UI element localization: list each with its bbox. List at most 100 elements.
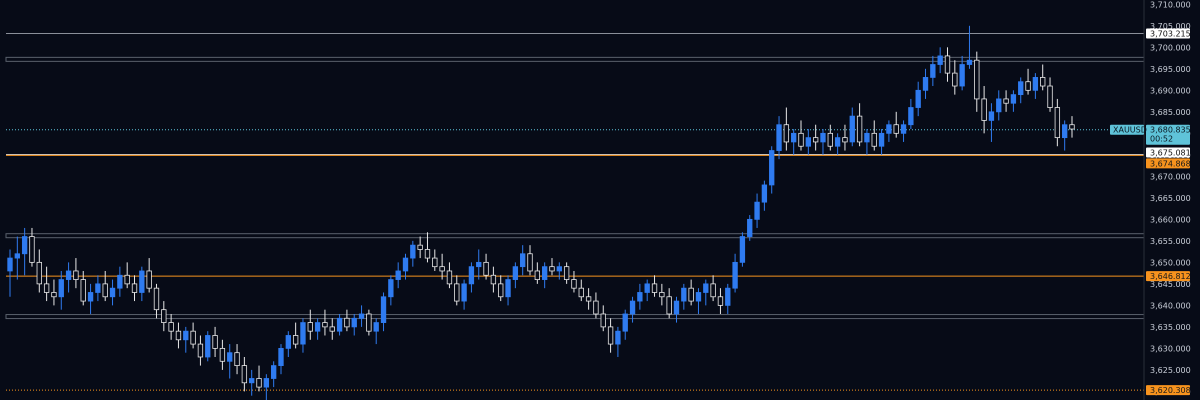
candle-body bbox=[153, 287, 160, 311]
price-tag-label: 3,674.868 bbox=[1150, 159, 1191, 168]
level-band bbox=[5, 314, 1145, 320]
y-tick-label: 3,685.000 bbox=[1150, 108, 1191, 117]
candle bbox=[798, 120, 804, 151]
candle-body bbox=[109, 287, 116, 298]
candle bbox=[739, 232, 746, 267]
candle bbox=[622, 309, 628, 340]
candle bbox=[520, 245, 526, 276]
candle bbox=[637, 283, 643, 310]
candle bbox=[29, 227, 35, 267]
candle bbox=[439, 253, 445, 280]
candle bbox=[981, 86, 987, 134]
candle-body bbox=[988, 111, 995, 121]
candle-body bbox=[270, 365, 277, 379]
candle-body bbox=[856, 115, 863, 143]
candle bbox=[146, 258, 152, 293]
candle-body bbox=[769, 150, 775, 186]
candle-body bbox=[344, 317, 350, 328]
candle-body bbox=[241, 365, 248, 384]
candle bbox=[732, 253, 738, 293]
candle bbox=[812, 124, 819, 151]
candle bbox=[1025, 68, 1031, 95]
candle bbox=[256, 365, 262, 392]
candle-body bbox=[688, 287, 694, 302]
candle-body bbox=[234, 352, 240, 366]
candle-body bbox=[439, 266, 445, 272]
candle bbox=[871, 120, 877, 151]
candle bbox=[666, 288, 672, 319]
candle-body bbox=[256, 378, 262, 388]
candle bbox=[490, 266, 497, 293]
candle-body bbox=[754, 201, 760, 220]
candle bbox=[747, 215, 753, 241]
candle-body bbox=[161, 309, 167, 323]
candle bbox=[820, 129, 826, 155]
candle bbox=[329, 318, 335, 340]
candle bbox=[43, 266, 50, 302]
candle-body bbox=[871, 132, 877, 147]
candle bbox=[754, 193, 760, 228]
candle bbox=[454, 275, 460, 306]
candle bbox=[80, 270, 86, 306]
candle-body bbox=[827, 132, 833, 147]
y-tick-label: 3,655.000 bbox=[1150, 237, 1191, 246]
candle-body bbox=[703, 283, 709, 293]
candle bbox=[7, 249, 13, 297]
y-tick-label: 3,705.000 bbox=[1150, 22, 1191, 31]
candle bbox=[14, 236, 20, 280]
candle bbox=[930, 55, 936, 87]
candle bbox=[1054, 98, 1061, 147]
candle bbox=[73, 258, 79, 289]
candle-body bbox=[1062, 124, 1068, 139]
candle-body bbox=[410, 244, 416, 259]
candle-body bbox=[183, 330, 189, 341]
candle bbox=[541, 262, 548, 289]
candle bbox=[937, 47, 943, 74]
candle-body bbox=[373, 322, 379, 332]
candle bbox=[695, 288, 702, 314]
candle-body bbox=[820, 132, 826, 143]
candle bbox=[703, 279, 709, 306]
candle-body bbox=[498, 283, 504, 298]
candle-body bbox=[65, 270, 72, 280]
candle bbox=[263, 374, 270, 400]
candle bbox=[249, 369, 255, 396]
candle bbox=[373, 318, 379, 345]
candle-body bbox=[812, 137, 819, 143]
price-tag: 3,675.081 bbox=[1146, 147, 1191, 158]
price-tag-bg bbox=[1146, 271, 1190, 282]
candle-body bbox=[937, 55, 943, 65]
candle-body bbox=[710, 283, 716, 298]
candle-body bbox=[900, 124, 907, 134]
candle bbox=[915, 81, 921, 117]
candle bbox=[578, 279, 584, 302]
price-tag-bg bbox=[1146, 147, 1190, 158]
candle bbox=[124, 262, 130, 289]
candle bbox=[380, 292, 387, 332]
candle bbox=[944, 47, 951, 82]
candle bbox=[776, 116, 782, 160]
candle bbox=[87, 283, 94, 314]
candle-body bbox=[131, 283, 138, 293]
candle bbox=[659, 283, 665, 306]
candle-body bbox=[314, 322, 321, 332]
price-tag-bg bbox=[1146, 385, 1190, 396]
candle-body bbox=[366, 313, 372, 332]
price-tag-bg bbox=[1146, 28, 1190, 39]
candle-body bbox=[1040, 77, 1046, 87]
price-axis[interactable]: 3,710.000 3,705.000 3,700.000 3,695.000 3,69… bbox=[1143, 0, 1191, 400]
candle-body bbox=[102, 283, 108, 298]
candle-body bbox=[864, 132, 870, 143]
candle-body bbox=[43, 283, 50, 293]
candle bbox=[512, 262, 519, 289]
candle bbox=[1018, 77, 1024, 104]
candle-body bbox=[747, 218, 753, 237]
candle-body bbox=[673, 300, 680, 315]
candle bbox=[109, 279, 116, 306]
candle-body bbox=[454, 283, 460, 302]
candle-body bbox=[7, 257, 13, 272]
candle bbox=[900, 120, 907, 142]
